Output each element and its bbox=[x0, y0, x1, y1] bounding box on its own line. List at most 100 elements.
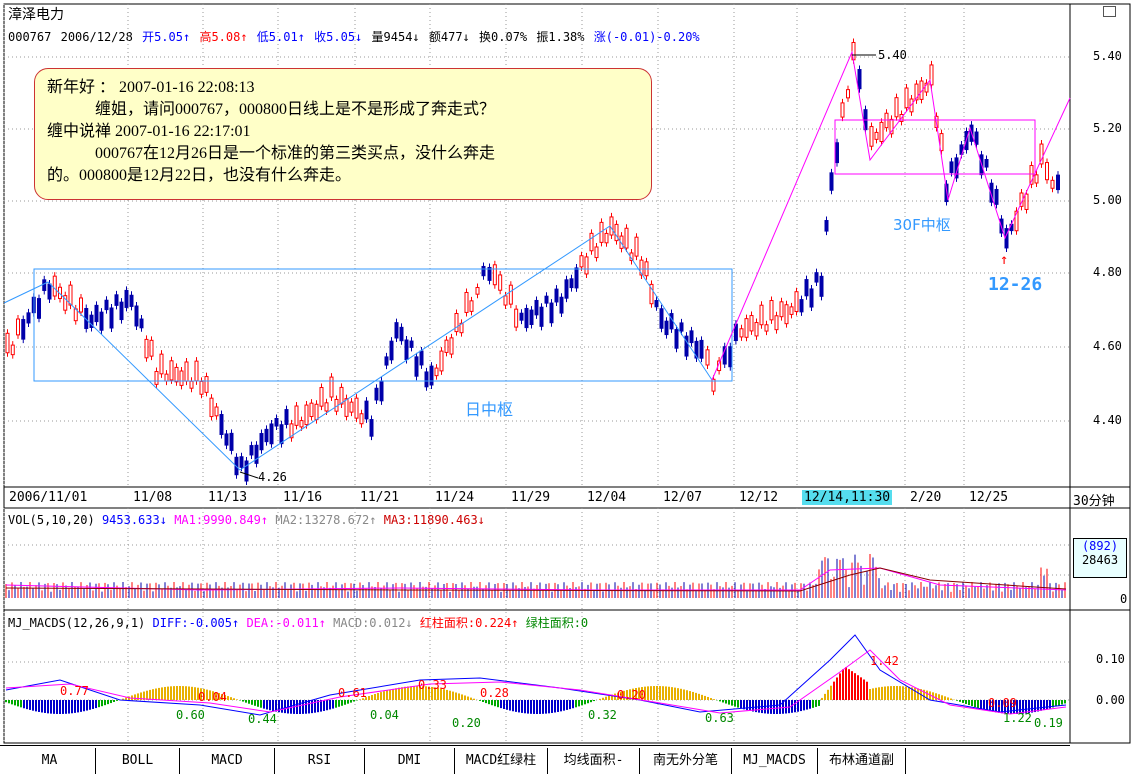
candle bbox=[169, 360, 174, 381]
turnover: 换0.07% bbox=[479, 30, 528, 44]
candle bbox=[154, 371, 159, 385]
candle bbox=[846, 89, 850, 99]
close-price: 收5.05↓ bbox=[314, 30, 363, 44]
tab-1[interactable]: BOLL bbox=[96, 748, 180, 774]
candle bbox=[1014, 210, 1019, 232]
candle bbox=[299, 420, 304, 428]
vol-legend: VOL(5,10,20) 9453.633↓ MA1:9990.849↑ MA2… bbox=[8, 513, 485, 527]
macd-area-label: 0.32 bbox=[588, 708, 617, 722]
macd-legend: MJ_MACDS(12,26,9,1) DIFF:-0.005↑ DEA:-0.… bbox=[8, 614, 588, 631]
note-line-4: 000767在12月26日是一个标准的第三类买点，没什么奔走 bbox=[95, 145, 496, 162]
candle bbox=[604, 232, 609, 244]
day-center-label: 日中枢 bbox=[465, 400, 514, 419]
tab-7[interactable]: 南无外分笔 bbox=[640, 748, 732, 774]
candle bbox=[199, 380, 204, 395]
candle bbox=[904, 87, 909, 109]
low-label: 4.26 bbox=[258, 470, 287, 484]
candle bbox=[634, 236, 639, 257]
candle bbox=[679, 322, 684, 332]
candle bbox=[63, 295, 68, 311]
candle bbox=[224, 433, 229, 446]
candle bbox=[179, 370, 184, 386]
candle bbox=[694, 340, 699, 359]
vol-ma2: MA2:13278.672↑ bbox=[275, 513, 377, 527]
candle bbox=[214, 406, 219, 417]
macd-dea: DEA:-0.011↑ bbox=[246, 616, 326, 630]
candle bbox=[774, 315, 779, 331]
candle bbox=[619, 235, 624, 249]
vol-label: VOL(5,10,20) bbox=[8, 513, 95, 527]
candle bbox=[439, 350, 444, 372]
candle bbox=[469, 300, 474, 312]
candle bbox=[659, 308, 664, 329]
candle bbox=[189, 380, 194, 389]
candle bbox=[809, 288, 814, 308]
candle bbox=[624, 227, 629, 249]
tab-0[interactable]: MA bbox=[4, 748, 96, 774]
candle bbox=[419, 350, 424, 366]
low-price: 低5.01↑ bbox=[256, 30, 305, 44]
candle bbox=[508, 284, 513, 305]
open-price: 开5.05↑ bbox=[142, 30, 191, 44]
candle bbox=[544, 295, 549, 304]
date-tick: 11/13 bbox=[208, 490, 248, 505]
tab-9[interactable]: 布林通道副 bbox=[818, 748, 906, 774]
tab-6[interactable]: 均线面积- bbox=[548, 748, 640, 774]
tab-4[interactable]: DMI bbox=[365, 748, 455, 774]
candle bbox=[559, 296, 564, 314]
tab-8[interactable]: MJ_MACDS bbox=[732, 748, 818, 774]
candle bbox=[134, 305, 139, 327]
macd-value: MACD:0.012↓ bbox=[333, 616, 413, 630]
tab-5[interactable]: MACD红绿柱 bbox=[455, 748, 548, 774]
macd-area-label: 0.44 bbox=[248, 712, 277, 726]
candle bbox=[739, 328, 744, 338]
candle bbox=[769, 300, 774, 321]
candle bbox=[1034, 174, 1039, 184]
date-tick: 11/16 bbox=[283, 490, 323, 505]
candle bbox=[744, 318, 749, 338]
candle bbox=[579, 255, 584, 268]
indicator-tabs: MA BOLL MACD RSI DMI MACD红绿柱 均线面积- 南无外分笔 MJ_MACD… bbox=[0, 745, 1070, 776]
tab-3[interactable]: RSI bbox=[275, 748, 365, 774]
macd-axis-2: 0.00 bbox=[1096, 693, 1125, 707]
candle bbox=[754, 322, 759, 337]
period-label[interactable]: 30分钟 bbox=[1073, 494, 1115, 509]
min30-stroke-line bbox=[711, 50, 1071, 381]
candle bbox=[857, 69, 862, 90]
candle bbox=[209, 397, 214, 418]
candle bbox=[109, 307, 114, 329]
candle bbox=[684, 335, 689, 357]
price-tick: 4.80 bbox=[1093, 265, 1122, 279]
buy-date-label: 12-26 bbox=[988, 274, 1043, 295]
candle bbox=[42, 279, 47, 291]
candle bbox=[284, 409, 289, 425]
candle bbox=[789, 306, 794, 315]
candle bbox=[764, 324, 769, 332]
candle bbox=[589, 232, 594, 252]
candle bbox=[1045, 162, 1049, 181]
candle bbox=[89, 314, 94, 328]
candle bbox=[874, 131, 879, 140]
candle bbox=[52, 275, 57, 297]
candle bbox=[804, 279, 809, 297]
candle bbox=[249, 445, 254, 456]
candle bbox=[304, 404, 309, 426]
candle bbox=[124, 289, 129, 308]
macd-area-label: 0.20 bbox=[617, 688, 646, 702]
candle bbox=[503, 295, 508, 306]
date-tick: 2006/11/01 bbox=[9, 490, 88, 505]
buy-arrow-icon: ↑ bbox=[1000, 252, 1009, 268]
candle bbox=[119, 301, 124, 321]
candle bbox=[329, 376, 334, 398]
candle bbox=[649, 283, 654, 305]
candle bbox=[21, 319, 26, 340]
restore-icon[interactable] bbox=[1103, 6, 1116, 17]
tab-2[interactable]: MACD bbox=[180, 748, 275, 774]
candle bbox=[514, 308, 519, 328]
date-tick: 12/12 bbox=[739, 490, 779, 505]
candle bbox=[614, 223, 619, 242]
date-tick: 11/21 bbox=[360, 490, 400, 505]
candle bbox=[26, 312, 31, 324]
candle bbox=[814, 272, 819, 283]
